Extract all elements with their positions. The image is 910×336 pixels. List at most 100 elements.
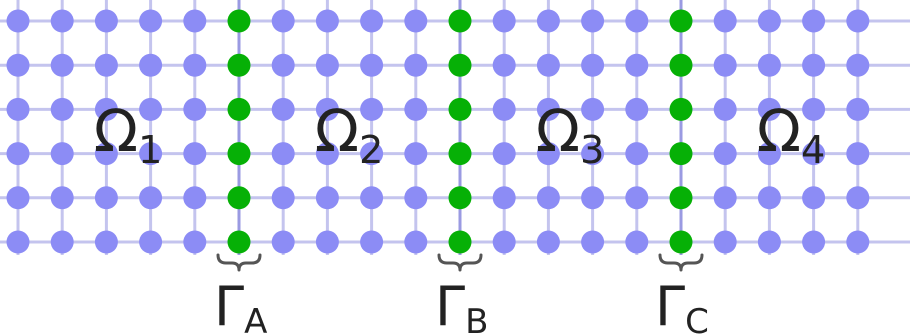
interior-node [139, 9, 163, 33]
interior-node [713, 53, 737, 77]
interior-node [183, 230, 207, 254]
interior-node [581, 230, 605, 254]
interior-node [271, 142, 295, 166]
interior-node [271, 53, 295, 77]
interior-node [757, 142, 781, 166]
interior-node [581, 142, 605, 166]
interior-node [404, 97, 428, 121]
interior-node [492, 186, 516, 210]
interior-node [846, 142, 870, 166]
interior-node [757, 186, 781, 210]
interior-node [183, 9, 207, 33]
interior-node [625, 230, 649, 254]
interface-node [448, 230, 472, 254]
interior-node [713, 230, 737, 254]
interior-node [271, 9, 295, 33]
interior-node [802, 186, 826, 210]
interface-brace-c [658, 253, 704, 272]
interior-node [846, 97, 870, 121]
subdomain-label-4: Ω4 [757, 97, 826, 172]
interior-node [360, 142, 384, 166]
interior-node [757, 9, 781, 33]
interior-node [360, 97, 384, 121]
interior-node [315, 97, 339, 121]
interface-node [669, 186, 693, 210]
grid-nodes [6, 9, 870, 254]
interior-node [625, 142, 649, 166]
interior-node [536, 142, 560, 166]
interior-node [757, 97, 781, 121]
interior-node [713, 97, 737, 121]
interior-node [50, 9, 74, 33]
interior-node [271, 186, 295, 210]
interior-node [360, 186, 384, 210]
interior-node [315, 230, 339, 254]
interior-node [846, 186, 870, 210]
interior-node [536, 9, 560, 33]
interior-node [6, 53, 30, 77]
subdomain-label-1: Ω1 [94, 97, 163, 172]
subdomain-label-3: Ω3 [536, 97, 605, 172]
interior-node [94, 9, 118, 33]
interior-node [492, 9, 516, 33]
interior-node [360, 230, 384, 254]
interface-brace-a [216, 253, 262, 272]
interior-node [6, 186, 30, 210]
interface-node [227, 230, 251, 254]
interior-node [536, 53, 560, 77]
interior-node [492, 230, 516, 254]
interior-node [315, 186, 339, 210]
interior-node [404, 142, 428, 166]
interface-node [669, 230, 693, 254]
interior-node [6, 97, 30, 121]
interior-node [94, 97, 118, 121]
interface-node [227, 9, 251, 33]
interior-node [360, 9, 384, 33]
interior-node [625, 186, 649, 210]
interior-node [183, 53, 207, 77]
interior-node [404, 9, 428, 33]
interior-node [802, 53, 826, 77]
interior-node [94, 186, 118, 210]
interior-node [802, 97, 826, 121]
interior-node [360, 53, 384, 77]
interior-node [139, 53, 163, 77]
interior-node [625, 9, 649, 33]
interior-node [802, 230, 826, 254]
interior-node [94, 230, 118, 254]
interior-node [271, 230, 295, 254]
interior-node [50, 142, 74, 166]
interface-labels: ΓA ΓB ΓC [214, 275, 709, 336]
interface-node [227, 53, 251, 77]
interior-node [713, 9, 737, 33]
interior-node [183, 97, 207, 121]
interior-node [139, 97, 163, 121]
interior-node [625, 53, 649, 77]
interface-node [669, 53, 693, 77]
interior-node [492, 53, 516, 77]
interior-node [757, 230, 781, 254]
interior-node [315, 142, 339, 166]
interface-node [669, 142, 693, 166]
interior-node [713, 186, 737, 210]
interface-node [227, 186, 251, 210]
interior-node [802, 142, 826, 166]
interface-node [669, 9, 693, 33]
interior-node [139, 142, 163, 166]
interface-node [448, 142, 472, 166]
interior-node [315, 53, 339, 77]
interface-label-a: ΓA [214, 275, 267, 336]
interface-node [448, 9, 472, 33]
interior-node [581, 186, 605, 210]
interior-node [50, 186, 74, 210]
interface-node [448, 97, 472, 121]
interior-node [50, 53, 74, 77]
interface-node [227, 142, 251, 166]
interior-node [183, 186, 207, 210]
interior-node [536, 186, 560, 210]
interface-label-b: ΓB [435, 275, 488, 336]
interface-label-c: ΓC [655, 275, 709, 336]
interior-node [757, 53, 781, 77]
interior-node [536, 230, 560, 254]
